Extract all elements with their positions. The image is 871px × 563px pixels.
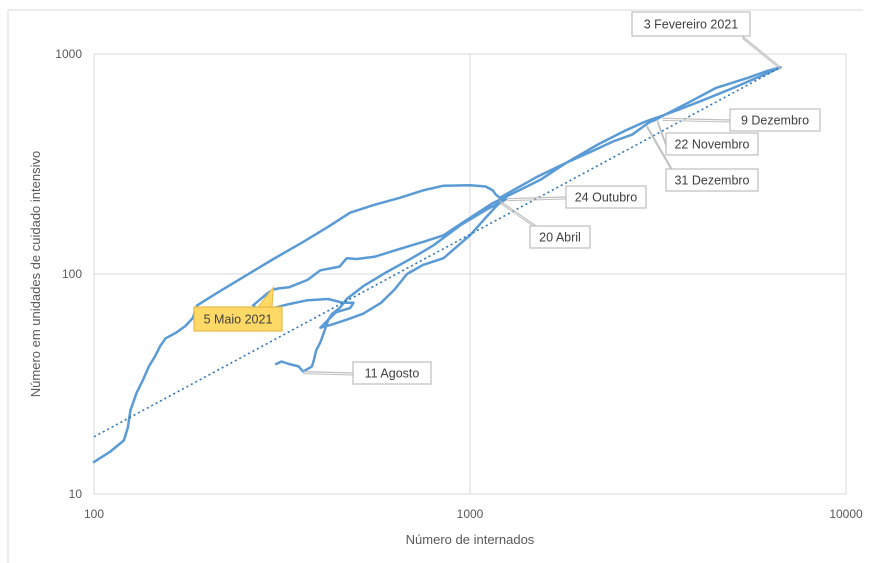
callout-pointer — [256, 285, 275, 308]
callout-leader — [506, 196, 567, 200]
callout-leader-shadow — [646, 126, 673, 172]
callout-box — [729, 108, 821, 132]
y-tick-label: 1000 — [55, 47, 82, 61]
callout-box — [529, 225, 591, 249]
trendline-layer — [93, 66, 781, 438]
y-tick-label: 100 — [62, 267, 82, 281]
callout-box — [631, 11, 751, 37]
callout-leader — [741, 35, 781, 68]
callout-leader-shadow — [303, 373, 354, 376]
y-axis-title: Número em unidades de cuidado intensivo — [28, 151, 43, 397]
callout-leader — [499, 200, 537, 227]
x-tick-label: 1000 — [457, 507, 484, 521]
callout-box — [565, 185, 647, 209]
y-tick-label: 10 — [69, 487, 83, 501]
x-tick-label: 100 — [84, 507, 104, 521]
callout-5-maio-2021: 5 Maio 2021 — [193, 285, 283, 332]
series-layer — [92, 66, 782, 464]
callout-leader-shadow — [506, 198, 567, 202]
callout-label: 11 Agosto — [365, 367, 420, 381]
callout-box — [352, 361, 432, 385]
callout-11-agosto: 11 Agosto — [303, 361, 432, 385]
callout-9-dezembro: 9 Dezembro — [662, 108, 821, 132]
grid — [93, 53, 847, 495]
callout-24-outubro: 24 Outubro — [506, 185, 647, 209]
callout-22-novembro: 22 Novembro — [656, 120, 759, 156]
callout-box — [665, 132, 759, 156]
callout-label: 24 Outubro — [575, 191, 638, 205]
callout-leader — [656, 120, 667, 145]
callout-label: 5 Maio 2021 — [204, 313, 273, 327]
callout-3-fevereiro-2021: 3 Fevereiro 2021 — [631, 11, 781, 70]
callout-leader-shadow — [656, 122, 667, 147]
callout-label: 3 Fevereiro 2021 — [644, 18, 739, 32]
x-tick-label: 10000 — [829, 507, 863, 521]
annotations: 3 Fevereiro 2021 9 Dezembro 22 Novembro 31 … — [193, 11, 821, 385]
callout-31-dezembro: 31 Dezembro — [646, 124, 759, 192]
callout-label: 22 Novembro — [674, 138, 749, 152]
trendline — [93, 66, 781, 438]
callout-box — [193, 306, 283, 332]
callout-leader — [303, 371, 354, 374]
callout-leader-shadow — [662, 119, 731, 123]
callout-leader-shadow — [741, 37, 781, 70]
callout-label: 20 Abril — [539, 231, 581, 245]
callout-box — [665, 168, 759, 192]
callout-leader-shadow — [499, 202, 537, 229]
callout-label: 31 Dezembro — [674, 174, 749, 188]
callout-leader — [662, 117, 731, 121]
series-line — [92, 66, 782, 464]
callout-20-abril: 20 Abril — [499, 200, 591, 249]
callout-leader — [646, 124, 673, 170]
x-axis-title: Número de internados — [406, 532, 535, 547]
callout-label: 9 Dezembro — [741, 114, 809, 128]
